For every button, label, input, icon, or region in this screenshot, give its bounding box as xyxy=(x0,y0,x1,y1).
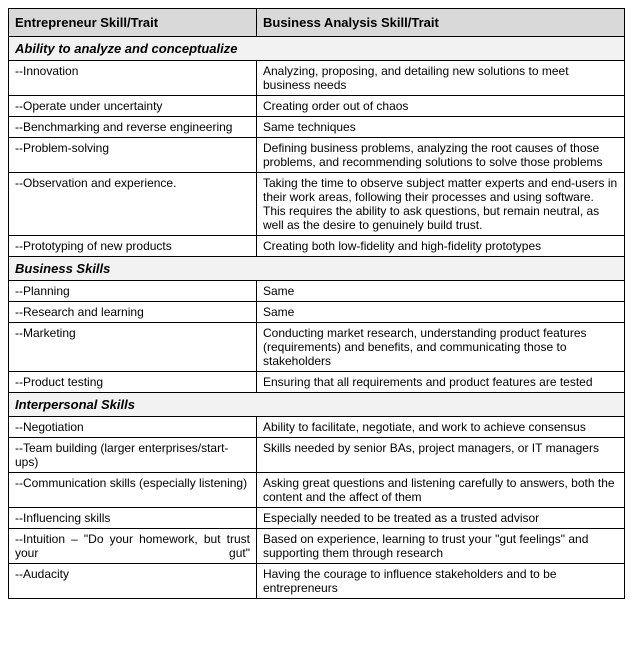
skills-comparison-table: Entrepreneur Skill/Trait Business Analys… xyxy=(8,8,625,599)
business-analysis-skill-cell: Asking great questions and listening car… xyxy=(257,473,625,508)
entrepreneur-skill-cell: --Marketing xyxy=(9,323,257,372)
business-analysis-skill-cell: Defining business problems, analyzing th… xyxy=(257,138,625,173)
table-row: --PlanningSame xyxy=(9,281,625,302)
section-title: Interpersonal Skills xyxy=(9,393,625,417)
business-analysis-skill-cell: Same xyxy=(257,281,625,302)
business-analysis-skill-cell: Taking the time to observe subject matte… xyxy=(257,173,625,236)
business-analysis-skill-cell: Creating order out of chaos xyxy=(257,96,625,117)
table-row: --Team building (larger enterprises/star… xyxy=(9,438,625,473)
entrepreneur-skill-cell: --Problem-solving xyxy=(9,138,257,173)
table-row: --Communication skills (especially liste… xyxy=(9,473,625,508)
entrepreneur-skill-cell: --Innovation xyxy=(9,61,257,96)
header-col-2: Business Analysis Skill/Trait xyxy=(257,9,625,37)
entrepreneur-skill-cell: --Benchmarking and reverse engineering xyxy=(9,117,257,138)
table-row: --InnovationAnalyzing, proposing, and de… xyxy=(9,61,625,96)
entrepreneur-skill-cell: --Audacity xyxy=(9,564,257,599)
entrepreneur-skill-cell: --Communication skills (especially liste… xyxy=(9,473,257,508)
table-row: --AudacityHaving the courage to influenc… xyxy=(9,564,625,599)
table-row: --Product testingEnsuring that all requi… xyxy=(9,372,625,393)
business-analysis-skill-cell: Same xyxy=(257,302,625,323)
table-row: --Problem-solvingDefining business probl… xyxy=(9,138,625,173)
table-row: --NegotiationAbility to facilitate, nego… xyxy=(9,417,625,438)
table-row: --Observation and experience.Taking the … xyxy=(9,173,625,236)
business-analysis-skill-cell: Skills needed by senior BAs, project man… xyxy=(257,438,625,473)
section-row: Interpersonal Skills xyxy=(9,393,625,417)
business-analysis-skill-cell: Analyzing, proposing, and detailing new … xyxy=(257,61,625,96)
business-analysis-skill-cell: Especially needed to be treated as a tru… xyxy=(257,508,625,529)
entrepreneur-skill-cell: --Planning xyxy=(9,281,257,302)
header-col-1: Entrepreneur Skill/Trait xyxy=(9,9,257,37)
table-header-row: Entrepreneur Skill/Trait Business Analys… xyxy=(9,9,625,37)
business-analysis-skill-cell: Having the courage to influence stakehol… xyxy=(257,564,625,599)
business-analysis-skill-cell: Ensuring that all requirements and produ… xyxy=(257,372,625,393)
table-row: --Intuition – "Do your homework, but tru… xyxy=(9,529,625,564)
entrepreneur-skill-cell: --Prototyping of new products xyxy=(9,236,257,257)
section-title: Ability to analyze and conceptualize xyxy=(9,37,625,61)
business-analysis-skill-cell: Based on experience, learning to trust y… xyxy=(257,529,625,564)
table-row: --MarketingConducting market research, u… xyxy=(9,323,625,372)
table-row: --Prototyping of new productsCreating bo… xyxy=(9,236,625,257)
business-analysis-skill-cell: Conducting market research, understandin… xyxy=(257,323,625,372)
entrepreneur-skill-cell: --Team building (larger enterprises/star… xyxy=(9,438,257,473)
section-row: Business Skills xyxy=(9,257,625,281)
business-analysis-skill-cell: Creating both low-fidelity and high-fide… xyxy=(257,236,625,257)
table-row: --Operate under uncertaintyCreating orde… xyxy=(9,96,625,117)
entrepreneur-skill-cell: --Negotiation xyxy=(9,417,257,438)
table-row: --Influencing skillsEspecially needed to… xyxy=(9,508,625,529)
entrepreneur-skill-cell: --Influencing skills xyxy=(9,508,257,529)
entrepreneur-skill-cell: --Research and learning xyxy=(9,302,257,323)
table-row: --Benchmarking and reverse engineeringSa… xyxy=(9,117,625,138)
entrepreneur-skill-cell: --Product testing xyxy=(9,372,257,393)
table-row: --Research and learningSame xyxy=(9,302,625,323)
entrepreneur-skill-cell: --Observation and experience. xyxy=(9,173,257,236)
business-analysis-skill-cell: Same techniques xyxy=(257,117,625,138)
section-title: Business Skills xyxy=(9,257,625,281)
entrepreneur-skill-cell: --Intuition – "Do your homework, but tru… xyxy=(9,529,257,564)
entrepreneur-skill-cell: --Operate under uncertainty xyxy=(9,96,257,117)
business-analysis-skill-cell: Ability to facilitate, negotiate, and wo… xyxy=(257,417,625,438)
section-row: Ability to analyze and conceptualize xyxy=(9,37,625,61)
